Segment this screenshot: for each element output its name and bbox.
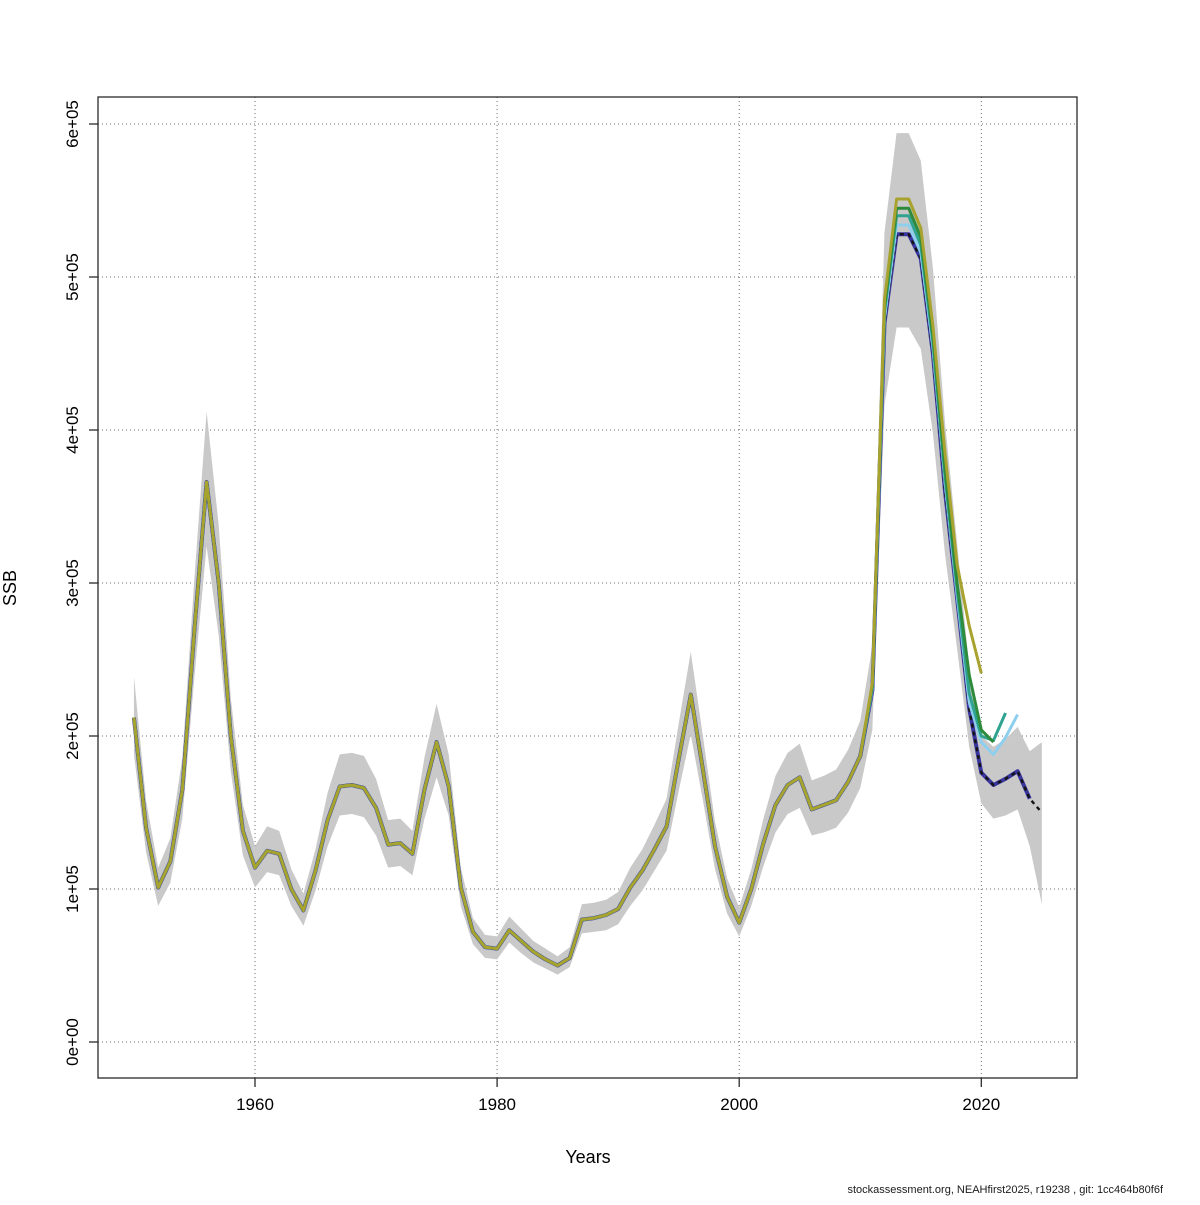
y-tick-label-6e+05: 6e+05	[63, 100, 82, 148]
y-tick-label-5e+05: 5e+05	[63, 253, 82, 301]
y-tick-label-0e+00: 0e+00	[63, 1018, 82, 1066]
x-tick-label-2020: 2020	[962, 1095, 1000, 1114]
y-tick-label-2e+05: 2e+05	[63, 712, 82, 760]
x-tick-label-1980: 1980	[478, 1095, 516, 1114]
y-tick-label-1e+05: 1e+05	[63, 865, 82, 913]
series-lines-layer	[131, 197, 1043, 968]
plot-frame	[97, 96, 1078, 1079]
axes-layer	[89, 96, 1078, 1087]
y-axis-title: SSB	[0, 570, 20, 606]
x-tick-label-1960: 1960	[236, 1095, 274, 1114]
x-tick-label-2000: 2000	[720, 1095, 758, 1114]
y-tick-label-3e+05: 3e+05	[63, 559, 82, 607]
run-ending-2020	[132, 197, 983, 967]
y-tick-label-4e+05: 4e+05	[63, 406, 82, 454]
confidence-band-layer	[133, 133, 1042, 975]
x-axis-title: Years	[565, 1147, 610, 1167]
footer-source-note: stockassessment.org, NEAHfirst2025, r192…	[848, 1184, 1164, 1196]
tick-label-layer: 1960 1980 2000 2020 0e+00 1e+05 2e+05 3e+05 4e+0…	[63, 100, 1000, 1114]
confidence-band-current-run	[133, 133, 1042, 975]
